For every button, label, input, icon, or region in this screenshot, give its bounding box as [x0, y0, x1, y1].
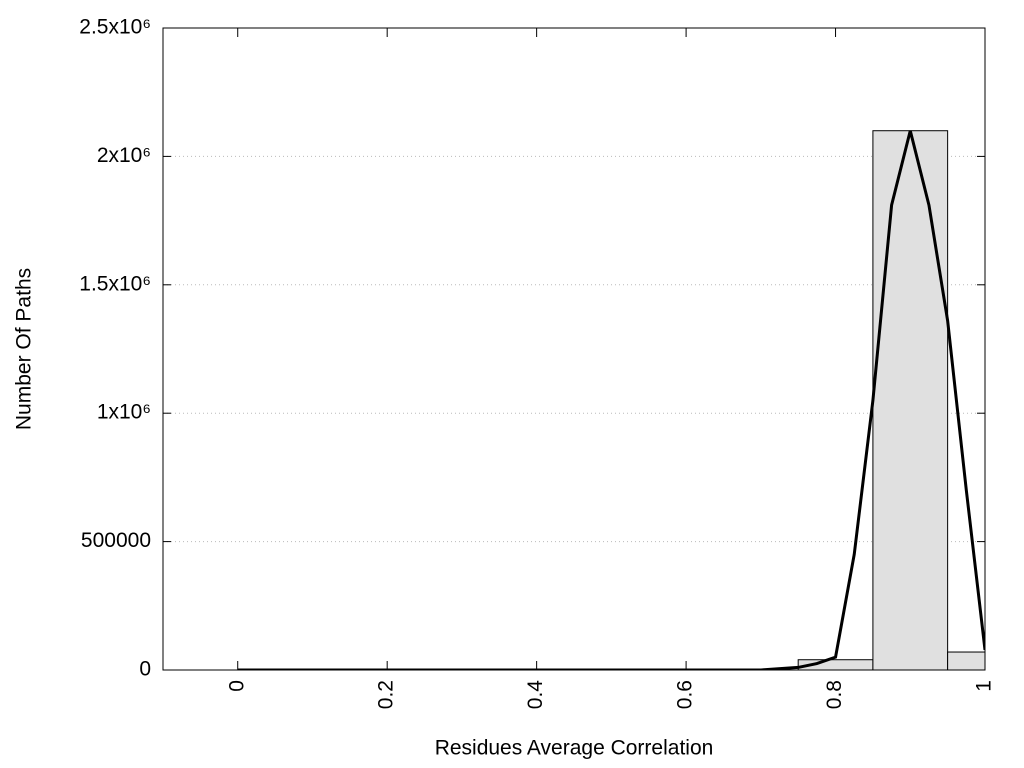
x-tick-label: 0.6 — [674, 680, 697, 709]
y-tick-label: 2x10⁶ — [97, 144, 151, 167]
x-tick-label: 0.8 — [823, 680, 846, 709]
fit-line — [237, 130, 985, 670]
y-tick-label: 1.5x10⁶ — [79, 272, 151, 295]
y-tick-label: 2.5x10⁶ — [79, 16, 151, 39]
y-tick-label: 1x10⁶ — [97, 401, 151, 424]
x-tick-label: 0.4 — [524, 680, 547, 710]
plot-area — [237, 130, 985, 670]
bar — [872, 130, 949, 670]
plot-frame — [162, 27, 986, 671]
x-tick-label: 1 — [973, 680, 996, 692]
x-axis-label: Residues Average Correlation — [435, 737, 714, 760]
y-tick-label: 0 — [139, 658, 151, 681]
y-tick-label: 500000 — [81, 529, 151, 552]
x-tick-label: 0.2 — [375, 680, 398, 709]
x-tick-label: 0 — [225, 680, 248, 692]
y-axis-label: Number Of Paths — [13, 268, 36, 430]
